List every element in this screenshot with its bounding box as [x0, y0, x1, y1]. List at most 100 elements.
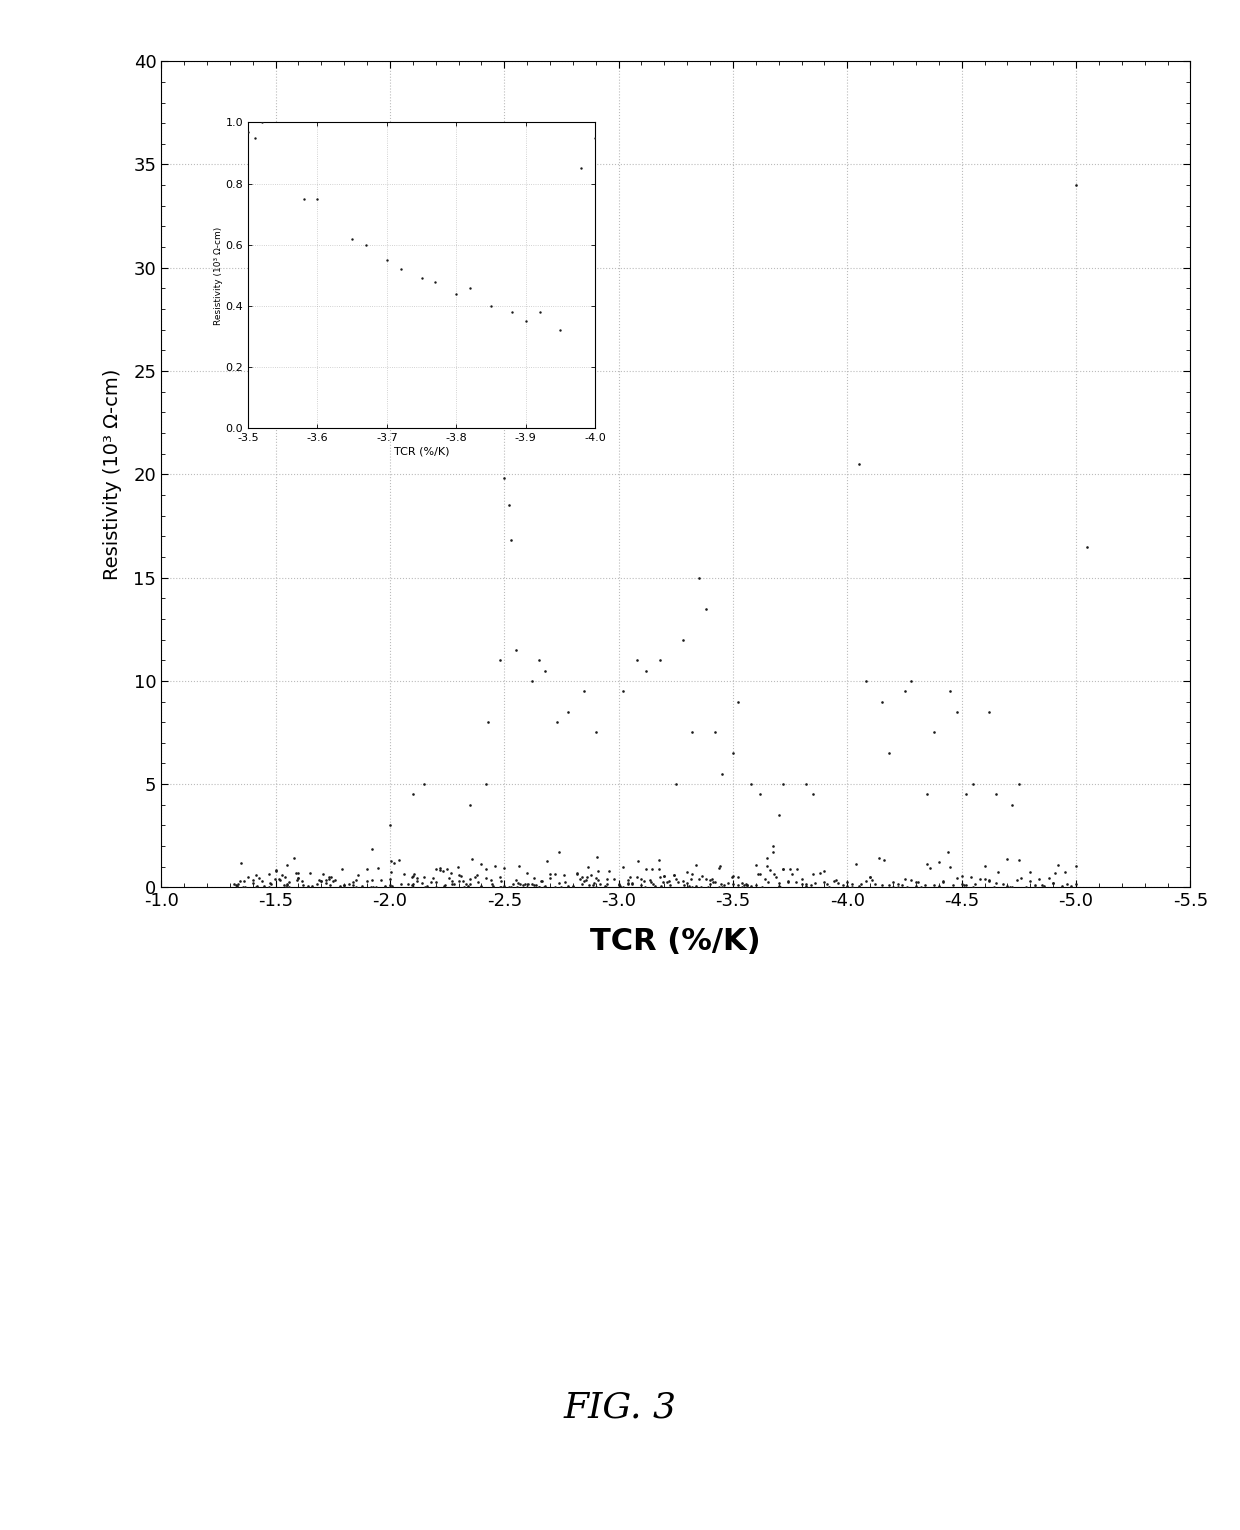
Point	[879, 741, 899, 765]
Point	[577, 864, 596, 889]
Point	[1002, 793, 1022, 817]
Point	[677, 871, 697, 895]
Point	[476, 866, 496, 890]
Point	[238, 119, 258, 144]
Point	[554, 871, 574, 895]
X-axis label: TCR (%/K): TCR (%/K)	[590, 927, 761, 956]
Point	[501, 528, 521, 552]
Point	[259, 861, 279, 886]
Point	[249, 866, 269, 890]
Point	[490, 864, 510, 889]
Point	[537, 849, 557, 874]
Point	[259, 875, 279, 900]
Point	[750, 861, 770, 886]
Point	[439, 866, 459, 890]
Point	[392, 872, 412, 897]
Point	[585, 721, 605, 745]
Point	[636, 658, 656, 682]
Point	[265, 866, 285, 890]
Point	[471, 875, 491, 900]
Point	[236, 875, 255, 900]
Point	[849, 451, 869, 476]
Point	[614, 875, 634, 900]
Point	[673, 627, 693, 652]
Point	[940, 679, 960, 704]
Point	[377, 248, 397, 272]
Point	[763, 834, 782, 858]
Point	[588, 858, 608, 883]
Point	[228, 872, 248, 897]
Point	[709, 854, 729, 878]
Point	[956, 874, 976, 898]
Point	[801, 874, 821, 898]
Point	[335, 874, 355, 898]
Point	[655, 864, 675, 889]
Point	[688, 565, 708, 589]
Point	[481, 294, 501, 318]
Point	[723, 741, 743, 765]
Point	[438, 857, 458, 881]
Point	[682, 721, 702, 745]
Point	[585, 866, 605, 890]
Point	[414, 771, 434, 796]
Point	[270, 868, 290, 892]
Point	[804, 782, 823, 806]
Point	[709, 875, 729, 900]
Point	[796, 872, 816, 897]
Point	[577, 868, 596, 892]
X-axis label: TCR (%/K): TCR (%/K)	[394, 447, 449, 456]
Point	[481, 868, 501, 892]
Point	[712, 874, 732, 898]
Point	[404, 861, 424, 886]
Point	[737, 872, 756, 897]
Point	[498, 875, 518, 900]
Point	[231, 869, 250, 894]
Point	[758, 854, 777, 878]
Point	[529, 875, 549, 900]
Point	[806, 871, 826, 895]
Point	[718, 871, 738, 895]
Point	[226, 874, 246, 898]
Point	[732, 871, 751, 895]
Point	[490, 649, 510, 673]
Point	[582, 863, 601, 887]
Point	[627, 649, 647, 673]
Point	[826, 868, 846, 892]
Point	[549, 871, 569, 895]
Point	[604, 868, 624, 892]
Point	[311, 869, 331, 894]
Point	[782, 861, 802, 886]
Point	[666, 866, 686, 890]
Point	[769, 874, 789, 898]
Point	[893, 872, 913, 897]
Point	[518, 872, 538, 897]
Point	[531, 869, 551, 894]
Point	[963, 875, 983, 900]
Point	[551, 318, 570, 343]
Point	[534, 875, 554, 900]
Point	[549, 840, 569, 864]
Point	[897, 875, 916, 900]
Point	[574, 869, 594, 894]
Point	[379, 872, 399, 897]
Point	[614, 679, 634, 704]
Point	[651, 874, 671, 898]
Point	[316, 871, 336, 895]
Point	[614, 855, 634, 880]
Point	[403, 864, 423, 889]
Point	[883, 869, 903, 894]
Point	[728, 864, 748, 889]
Point	[293, 869, 312, 894]
Point	[277, 872, 296, 897]
Point	[758, 869, 777, 894]
Point	[918, 782, 937, 806]
Point	[471, 874, 491, 898]
Point	[528, 649, 548, 673]
Point	[815, 858, 835, 883]
Point	[352, 874, 372, 898]
Point	[1012, 866, 1032, 890]
Point	[417, 874, 436, 898]
Point	[458, 874, 477, 898]
Point	[456, 872, 476, 897]
Point	[622, 872, 642, 897]
